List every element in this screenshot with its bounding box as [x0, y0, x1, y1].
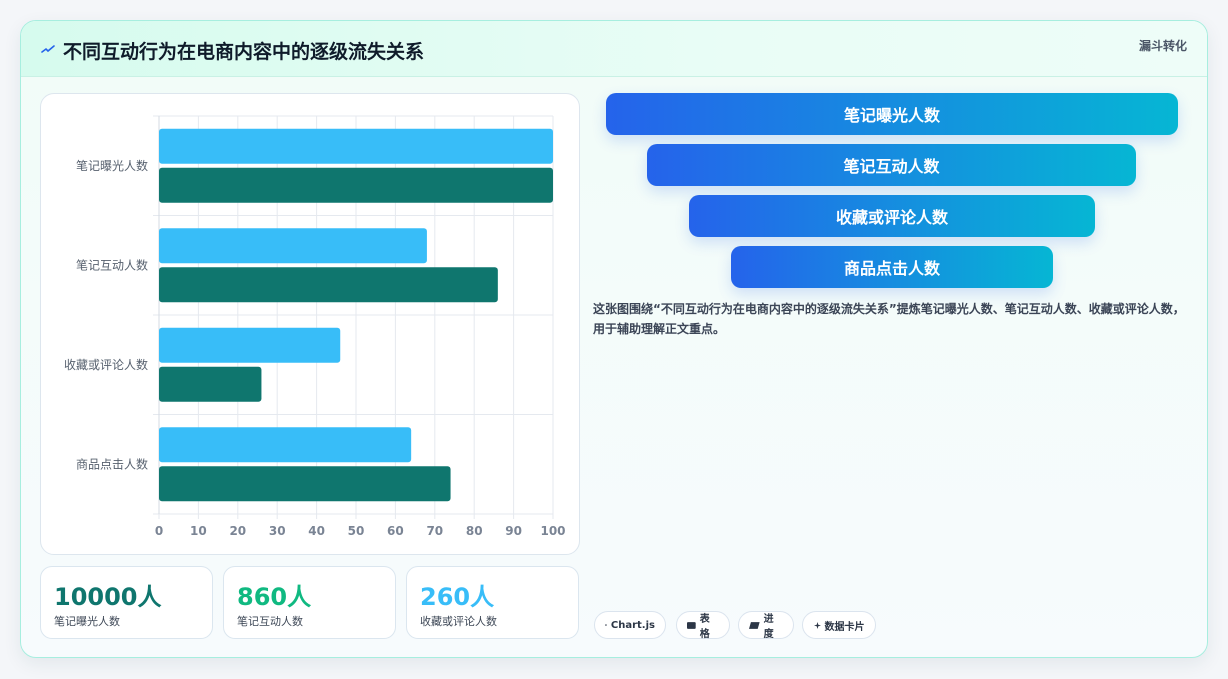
bar-chart: 笔记曝光人数 笔记互动人数收藏或评论人数商品点击人数 0 10 20 30 40 50 60 70…	[40, 93, 580, 555]
x-tick-label: 0	[155, 524, 163, 538]
x-tick-label: 90	[505, 524, 522, 538]
bar	[159, 128, 553, 164]
progress-icon	[749, 621, 760, 629]
x-tick-label: 70	[426, 524, 443, 538]
x-tick-label: 30	[269, 524, 286, 538]
bar	[159, 228, 427, 264]
funnel-step-collect: 收藏或评论人数	[689, 195, 1095, 237]
funnel-step-click: 商品点击人数	[731, 246, 1053, 288]
chip-table[interactable]: 表格	[676, 611, 730, 640]
stat-card-collect: 260人 收藏或评论人数	[406, 566, 579, 639]
x-tick-label: 100	[540, 524, 565, 538]
table-icon	[687, 621, 696, 629]
y-tick-label: 笔记曝光人数	[76, 158, 148, 173]
stat-label: 笔记曝光人数	[54, 615, 120, 628]
bar	[159, 427, 412, 463]
funnel-step-exposure: 笔记曝光人数	[606, 93, 1178, 135]
chip-chartjs[interactable]: Chart.js	[594, 611, 666, 639]
y-tick-label: 收藏或评论人数	[64, 357, 148, 372]
chip-label: 表格	[699, 614, 710, 640]
chart-icon	[605, 624, 607, 626]
stat-value: 860人	[237, 583, 312, 611]
page-title: 不同互动行为在电商内容中的逐级流失关系	[63, 41, 425, 63]
bar	[159, 366, 262, 402]
x-tick-label: 40	[308, 524, 325, 538]
bar	[159, 267, 498, 303]
header-tag: 漏斗转化	[1138, 39, 1187, 53]
funnel-step-label: 商品点击人数	[843, 259, 940, 278]
bar	[159, 466, 451, 502]
card-header: 不同互动行为在电商内容中的逐级流失关系 漏斗转化	[21, 21, 1207, 77]
y-tick-label: 商品点击人数	[76, 456, 148, 471]
x-tick-label: 50	[348, 524, 365, 538]
stat-value: 10000人	[54, 583, 162, 611]
funnel-step-label: 笔记互动人数	[843, 157, 940, 176]
spark-icon	[41, 45, 55, 53]
x-tick-label: 20	[229, 524, 246, 538]
chip-label: 数据卡片	[824, 621, 865, 633]
x-tick-label: 60	[387, 524, 404, 538]
card: 不同互动行为在电商内容中的逐级流失关系 漏斗转化 笔记曝光人数 笔记互动人数 收藏或…	[20, 20, 1208, 658]
stat-card-exposure: 10000人 笔记曝光人数	[40, 566, 213, 639]
stat-card-interaction: 860人 笔记互动人数	[223, 566, 396, 639]
stat-label: 收藏或评论人数	[420, 615, 497, 628]
chart-description: 这张图围绕“不同互动行为在电商内容中的逐级流失关系”提炼笔记曝光人数、笔记互动人…	[593, 302, 1185, 336]
chip-data-card[interactable]: 数据卡片	[802, 611, 876, 639]
funnel-step-label: 收藏或评论人数	[835, 208, 948, 227]
x-tick-label: 10	[190, 524, 207, 538]
y-tick-label: 笔记互动人数	[76, 257, 148, 272]
sparkle-icon	[813, 621, 821, 629]
funnel-step-label: 笔记曝光人数	[843, 106, 940, 125]
stat-value: 260人	[420, 583, 495, 611]
chip-label: Chart.js	[610, 619, 655, 631]
stat-label: 笔记互动人数	[237, 615, 303, 628]
bar	[159, 167, 553, 203]
funnel-step-interaction: 笔记互动人数	[647, 144, 1136, 186]
chip-progress[interactable]: 进度	[738, 611, 794, 640]
bar	[159, 327, 341, 363]
x-tick-label: 80	[466, 524, 483, 538]
chip-label: 进度	[763, 614, 774, 640]
